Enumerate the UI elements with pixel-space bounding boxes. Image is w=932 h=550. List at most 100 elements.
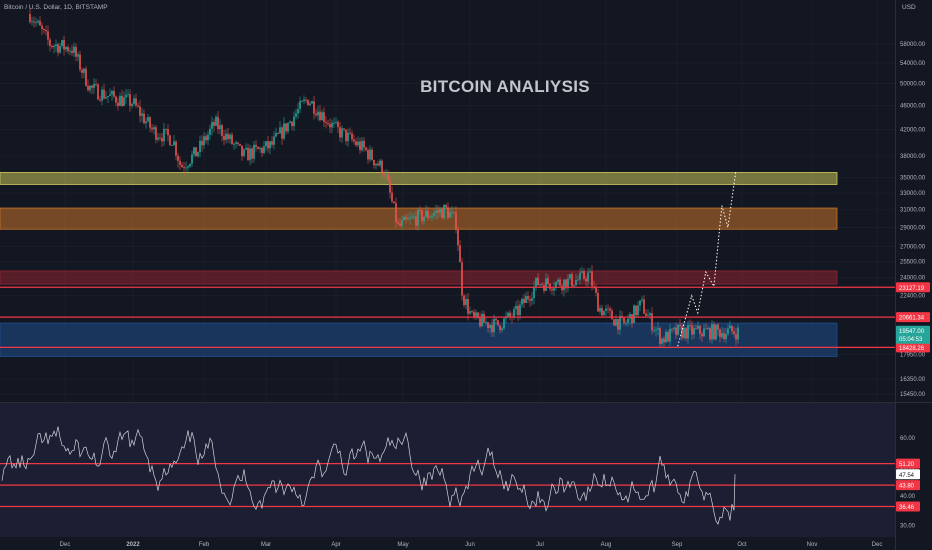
candle-body [571, 274, 573, 287]
price-tick-label: 22400.00 [900, 294, 926, 300]
candle-body [435, 210, 437, 214]
candle-body [651, 313, 653, 331]
candle-body [155, 127, 157, 140]
candle-body [301, 101, 303, 102]
candle-body [591, 271, 593, 287]
candle-body [387, 174, 389, 181]
candle-body [195, 147, 197, 157]
candle-body [367, 150, 369, 160]
candle-body [579, 272, 581, 280]
price-tick-label: 24000.00 [900, 275, 926, 281]
candle-body [111, 90, 113, 95]
candle-body [255, 144, 257, 147]
candle-body [47, 31, 49, 40]
rsi-tick-label: 60.00 [900, 436, 916, 442]
candle-body [675, 327, 677, 335]
candle-body [699, 325, 701, 334]
candle-body [725, 333, 727, 340]
time-tick-label: Feb [199, 542, 210, 548]
candle-body [241, 145, 243, 157]
candle-body [567, 278, 569, 289]
candle-body [309, 103, 311, 106]
candle-body [691, 325, 693, 335]
time-tick-label: Dec [872, 542, 883, 548]
level-badge-label: 23127.19 [899, 286, 925, 292]
candle-body [551, 288, 553, 291]
candle-body [509, 312, 511, 317]
zone-red [0, 270, 838, 285]
candle-body [307, 99, 309, 106]
candle-body [713, 324, 715, 340]
candle-body [379, 160, 381, 166]
candle-body [409, 217, 411, 219]
candle-body [249, 148, 251, 161]
level-badge [896, 342, 930, 353]
candle-body [669, 328, 671, 342]
candle-body [289, 121, 291, 124]
candle-body [157, 137, 159, 140]
candle-body [647, 315, 649, 316]
candle-body [101, 89, 103, 101]
time-axis[interactable]: Dec 2022 Feb Mar Apr May Jun Jul Aug Sep Oct Nov Dec [60, 542, 883, 548]
candle-body [303, 99, 305, 102]
candle-body [667, 331, 669, 342]
candle-body [99, 99, 101, 101]
candle-body [113, 90, 115, 97]
candle-body [105, 97, 107, 99]
candle-body [209, 128, 211, 135]
rsi-level-label: 51.20 [899, 462, 915, 468]
candle-body [695, 328, 697, 329]
candle-body [43, 28, 45, 31]
candle-body [619, 315, 621, 330]
candle-body [215, 116, 217, 126]
rsi-current-badge [896, 469, 920, 480]
candle-body [553, 288, 555, 291]
candle-body [633, 305, 635, 324]
candle-body [371, 149, 373, 160]
candle-body [417, 209, 419, 226]
candle-body [83, 68, 85, 73]
rsi-level-label: 43.80 [899, 484, 915, 490]
candle-body [483, 313, 485, 323]
candle-body [143, 113, 145, 124]
candle-body [107, 96, 109, 98]
time-tick-label: Oct [737, 542, 747, 548]
candle-body [297, 109, 299, 114]
rsi-level-badge [896, 458, 920, 469]
price-tick-label: 35000.00 [900, 176, 926, 182]
candle-body [557, 279, 559, 283]
candle-body [475, 312, 477, 317]
candle-body [679, 324, 681, 327]
candle-body [261, 147, 263, 154]
candle-body [281, 127, 283, 139]
price-tick-label: 27000.00 [900, 244, 926, 250]
candle-body [71, 50, 73, 53]
candle-body [421, 209, 423, 222]
candle-body [365, 147, 367, 151]
candle-body [643, 299, 645, 314]
candle-body [645, 313, 647, 316]
candle-body [93, 84, 95, 88]
candle-body [601, 308, 603, 316]
price-axis[interactable]: 58000.00 54000.00 50000.00 46000.00 42000.00… [896, 42, 930, 398]
candle-body [211, 122, 213, 129]
candle-body [731, 325, 733, 332]
candle-body [703, 328, 705, 337]
candle-body [423, 216, 425, 222]
level-badge [896, 282, 930, 293]
candle-body [269, 141, 271, 149]
candle-body [37, 20, 39, 23]
candle-body [407, 218, 409, 220]
level-badge-label: 20661.34 [899, 316, 925, 322]
candle-body [427, 210, 429, 218]
candle-body [735, 334, 737, 340]
candle-body [245, 147, 247, 150]
candle-body [233, 143, 235, 145]
candle-body [179, 160, 181, 165]
candle-body [575, 279, 577, 286]
candle-body [451, 212, 453, 213]
candle-body [147, 117, 149, 122]
candle-body [611, 310, 613, 320]
